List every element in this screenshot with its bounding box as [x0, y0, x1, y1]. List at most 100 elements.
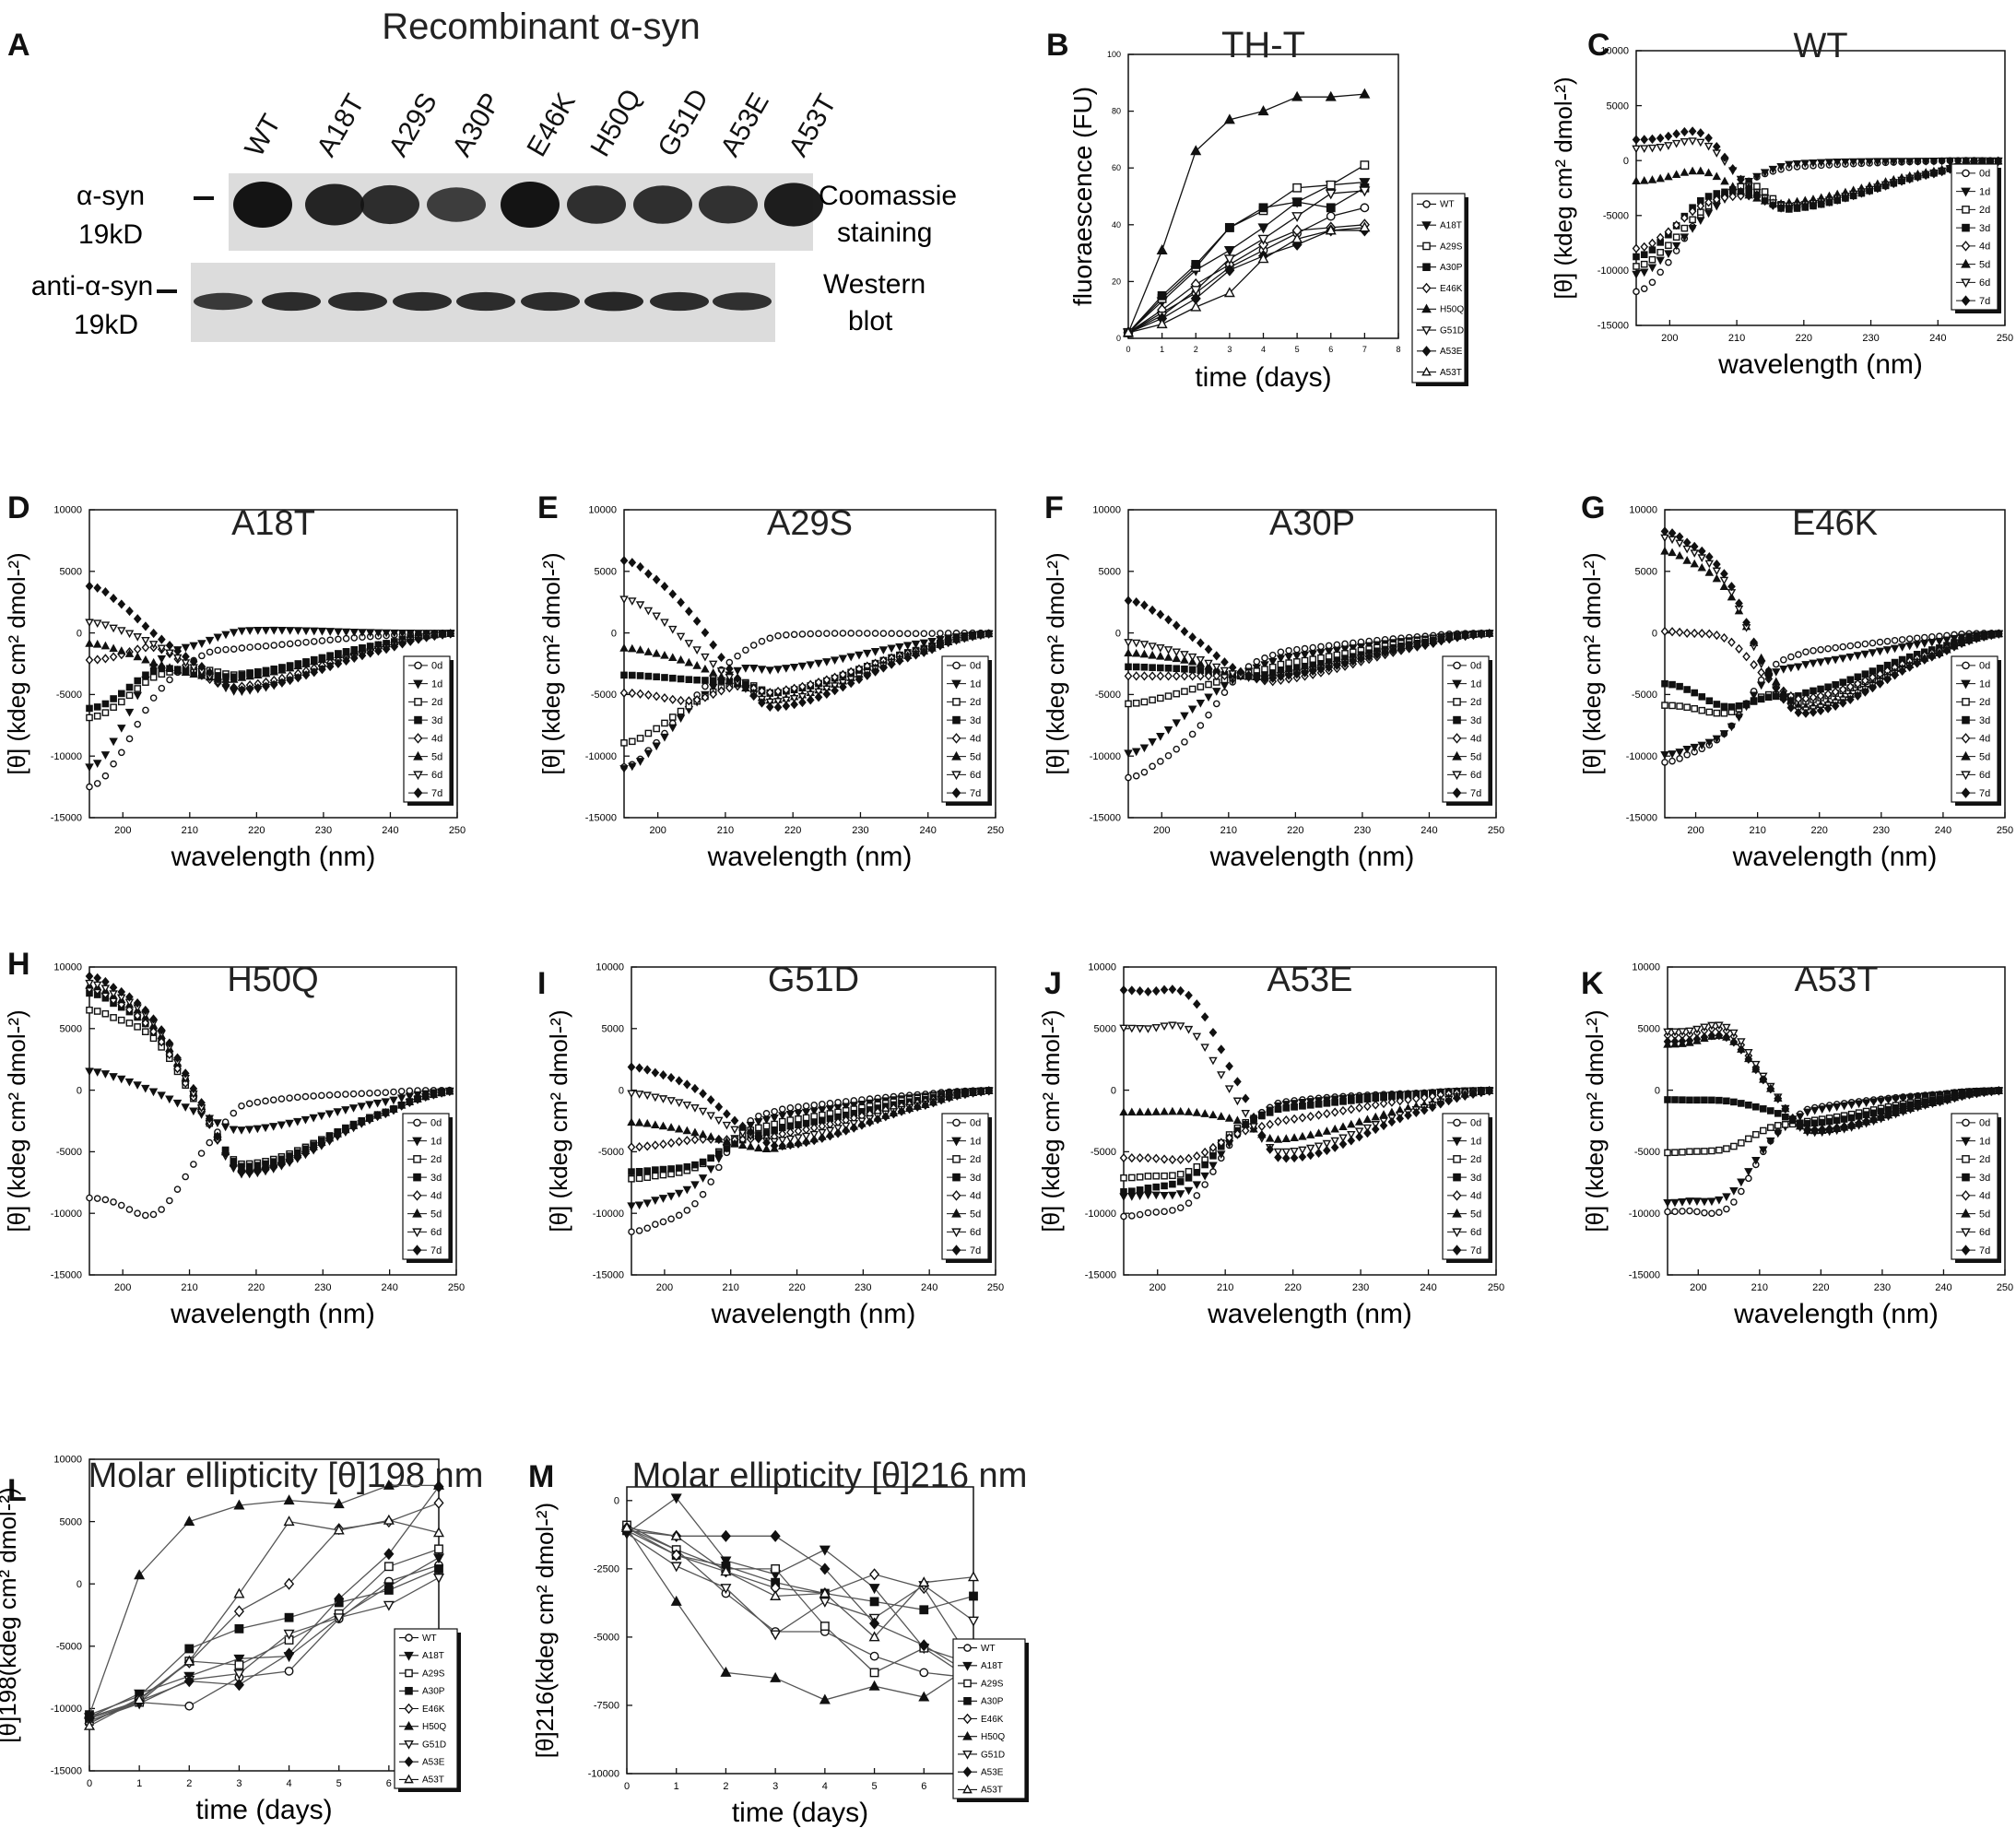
spectrum-point-7d [141, 621, 150, 631]
spectrum-point-2d [1752, 1130, 1760, 1138]
spectrum-point-3d [1757, 695, 1765, 703]
spectrum-point-5d [1143, 1107, 1153, 1116]
spectrum-point-0d [1169, 1207, 1176, 1214]
spectrum-point-7d [1468, 1089, 1478, 1099]
spectrum-point-7d [685, 607, 693, 617]
legend-marker-2d [413, 1155, 421, 1163]
spectrum-point-3d [1781, 1113, 1789, 1121]
spectrum-point-1d [676, 714, 686, 724]
data-point-h50q [233, 1499, 245, 1510]
spectrum-point-1d [635, 758, 645, 766]
legend-marker-0d [1962, 661, 1970, 670]
data-point-h50q [1257, 105, 1269, 116]
spectrum-point-7d [253, 683, 263, 693]
legend-marker-3d [1962, 715, 1970, 725]
spectrum-point-7d [733, 673, 742, 684]
spectrum-point-0d [635, 1227, 643, 1234]
spectrum-point-0d [1193, 1192, 1201, 1199]
spectrum-point-1d [919, 639, 929, 648]
spectrum-point-7d [1869, 1114, 1878, 1125]
spectrum-point-0d [286, 640, 294, 648]
spectrum-point-7d [984, 1086, 994, 1096]
spectrum-point-7d [397, 1100, 406, 1110]
spectrum-point-7d [261, 1165, 270, 1175]
spectrum-point-5d [1192, 1108, 1202, 1116]
y-tick-label: 5000 [1099, 566, 1121, 577]
spectrum-point-1d [341, 628, 351, 637]
x-tick-label: 240 [1420, 1282, 1436, 1293]
data-point-a29s [819, 1622, 830, 1631]
spectrum-point-7d [1469, 630, 1478, 640]
spectrum-point-1d [1880, 158, 1891, 167]
legend-label-a18t: A18T [1440, 221, 1462, 231]
y-axis-label: [θ] (kdeg cm² dmol-²) [1550, 77, 1577, 299]
spectrum-point-1d [229, 1126, 239, 1135]
spectrum-point-4d [1225, 1133, 1233, 1143]
spectrum-point-3d [659, 1165, 667, 1173]
spectrum-point-1d [1772, 668, 1781, 677]
spectrum-point-7d [936, 641, 945, 651]
spectrum-point-4d [1831, 687, 1840, 697]
spectrum-point-0d [1693, 1208, 1701, 1216]
spectrum-point-7d [390, 642, 399, 652]
spectrum-point-1d [1904, 158, 1915, 166]
spectrum-point-6d [1678, 1028, 1687, 1036]
spectrum-point-0d [134, 1209, 141, 1217]
y-tick-label: 0 [1652, 628, 1657, 639]
spectrum-point-7d [1436, 1099, 1445, 1109]
y-tick-label: 40 [1112, 220, 1121, 230]
spectrum-point-0d [310, 1092, 317, 1100]
data-point-a53t [819, 1587, 831, 1598]
spectrum-point-4d [1197, 671, 1205, 681]
x-tick-label: 200 [114, 825, 131, 836]
y-tick-label: 0 [611, 628, 617, 639]
spectrum-point-0d [141, 1211, 149, 1220]
legend-label-a30p: A30P [981, 1697, 1004, 1707]
series-line-h50q [1127, 93, 1365, 334]
spectrum-point-1d [1284, 653, 1293, 662]
spectrum-point-3d [1664, 1096, 1671, 1103]
spectrum-point-7d [782, 701, 791, 711]
spectrum-point-2d [1128, 1173, 1136, 1182]
spectrum-point-2d [1676, 702, 1683, 710]
spectrum-point-6d [773, 698, 783, 706]
spectrum-point-3d [1173, 665, 1181, 673]
spectrum-point-7d [866, 1117, 874, 1127]
legend-marker-7d [1961, 787, 1971, 798]
spectrum-point-7d [1485, 629, 1494, 639]
spectrum-point-0d [1161, 1208, 1168, 1216]
spectrum-point-7d [905, 1103, 914, 1114]
data-point-a53e [433, 1480, 444, 1493]
legend-label-a53e: A53E [1440, 347, 1463, 357]
x-tick-label: 220 [784, 825, 801, 836]
spectrum-point-5d [1180, 655, 1189, 664]
spectrum-point-7d [237, 1167, 246, 1177]
spectrum-point-7d [1715, 1031, 1724, 1041]
spectrum-point-7d [1421, 639, 1430, 649]
x-axis-label: wavelength (nm) [707, 842, 913, 872]
spectrum-point-4d [1347, 1104, 1356, 1114]
y-tick-label: -2500 [594, 1564, 619, 1575]
spectrum-point-0d [173, 1185, 182, 1193]
spectrum-point-5d [269, 666, 278, 676]
data-point-a53t [83, 1719, 96, 1730]
spectrum-7d [627, 1062, 994, 1151]
spectrum-point-7d [1761, 195, 1769, 206]
x-tick-label: 2 [1194, 345, 1198, 354]
spectrum-point-7d [1729, 1037, 1739, 1047]
spectrum-point-1d [1744, 1168, 1753, 1176]
y-tick-label: -10000 [588, 1769, 619, 1780]
spectrum-point-5d [1184, 1107, 1194, 1115]
spectrum-point-0d [198, 652, 206, 660]
spectrum-point-4d [1193, 1151, 1201, 1162]
spectrum-point-2d [1317, 654, 1325, 662]
spectrum-point-7d [373, 1111, 382, 1121]
spectrum-point-4d [628, 688, 637, 699]
spectrum-point-1d [1809, 159, 1818, 168]
spectrum-point-0d [1738, 1187, 1745, 1196]
spectrum-point-1d [1220, 682, 1230, 690]
spectrum-point-7d [1794, 707, 1803, 718]
legend-label-h50q: H50Q [1440, 305, 1464, 315]
legend-marker-a53e [1421, 346, 1432, 357]
legend-label-4d: 4d [1979, 734, 1990, 745]
